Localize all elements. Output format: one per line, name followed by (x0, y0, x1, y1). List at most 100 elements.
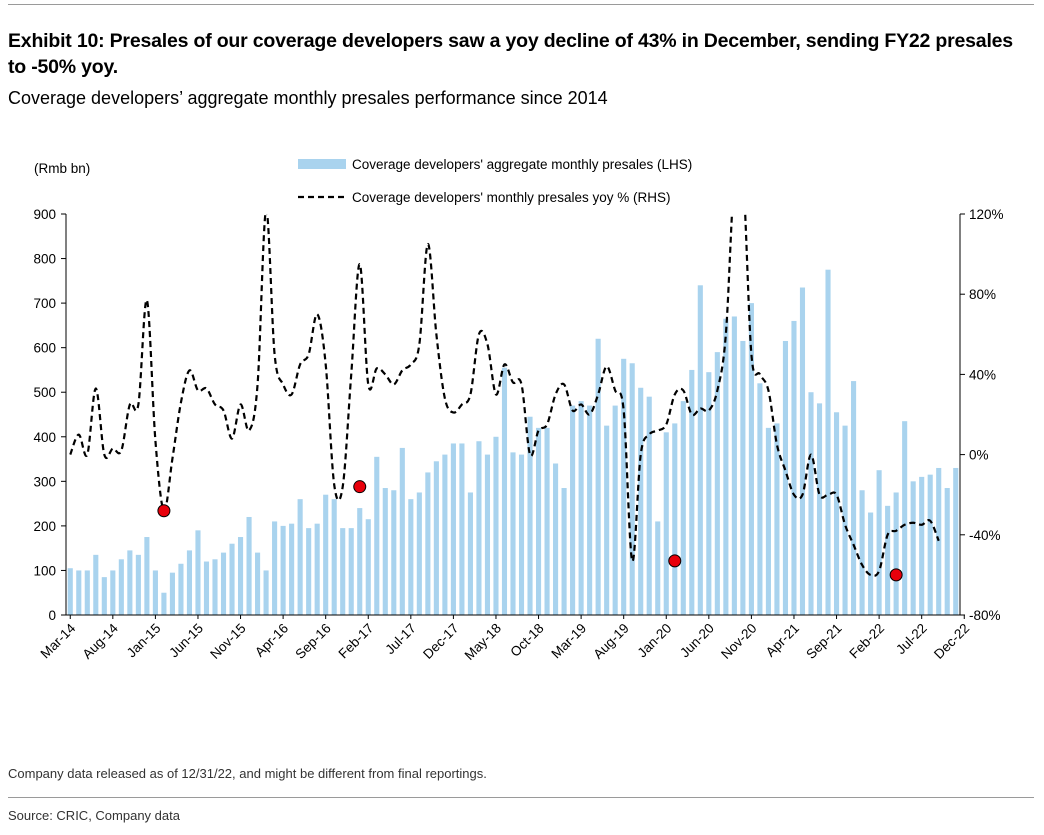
presales-bar (476, 441, 482, 615)
presales-bar (289, 523, 295, 615)
presales-bar (621, 358, 627, 615)
presales-bar (842, 425, 848, 615)
x-axis-tick-label: Jan-15 (124, 621, 164, 661)
presales-bar (723, 318, 729, 615)
x-axis-tick-label: Aug-19 (590, 621, 631, 662)
presales-bar (655, 521, 661, 615)
presales-bar (885, 505, 891, 615)
presales-bar (876, 470, 882, 615)
presales-bar (544, 427, 550, 615)
presales-bar (255, 552, 261, 615)
presales-bar (927, 474, 933, 615)
yoy-line (69, 214, 940, 577)
presales-bar (178, 563, 184, 615)
presales-bar (195, 530, 201, 615)
x-axis-tick-label: Feb-22 (846, 621, 887, 662)
presales-bar (135, 554, 141, 615)
presales-bar (84, 570, 90, 615)
presales-bar (127, 550, 133, 615)
exhibit-subtitle: Coverage developers’ aggregate monthly p… (8, 88, 608, 108)
x-axis-tick-label: Sep-16 (292, 621, 333, 662)
presales-bar (629, 363, 635, 615)
x-axis-tick-label: Aug-14 (80, 620, 122, 662)
presales-bar (501, 367, 508, 615)
presales-bar (433, 461, 439, 615)
left-axis-tick-label: 900 (33, 207, 56, 222)
presales-bar (408, 499, 414, 615)
source-rule (8, 797, 1034, 798)
presales-bar (919, 476, 925, 615)
presales-bar (740, 340, 746, 615)
top-rule (8, 4, 1034, 5)
presales-bar (774, 423, 780, 615)
left-axis-tick-label: 800 (33, 252, 56, 267)
bar-series (67, 269, 959, 615)
presales-bar (604, 425, 610, 615)
presales-bar (220, 552, 227, 615)
presales-bar (782, 340, 789, 615)
presales-bar (186, 550, 193, 615)
presales-bar (587, 405, 593, 615)
presales-bar (340, 528, 346, 615)
presales-bar (323, 494, 329, 615)
presales-bar (365, 519, 371, 615)
presales-bar (953, 467, 959, 615)
footnote: Company data released as of 12/31/22, an… (8, 766, 487, 781)
right-axis-tick-label: 40% (969, 367, 996, 382)
x-axis-tick-label: Apr-21 (763, 621, 802, 660)
presales-bar (169, 572, 175, 615)
right-axis-tick-label: -80% (969, 608, 1001, 623)
presales-bar (936, 467, 942, 615)
presales-bar (527, 416, 533, 615)
presales-bar (706, 372, 712, 615)
presales-bar (553, 463, 559, 615)
x-axis-tick-label: Feb-17 (336, 621, 377, 662)
presales-bar (493, 436, 499, 615)
presales-bar (237, 537, 244, 615)
presales-bar (118, 559, 124, 615)
presales-bar (272, 521, 278, 615)
x-axis-tick-label: Nov-15 (207, 621, 248, 662)
presales-bar (518, 454, 525, 615)
x-axis-tick-label: Sep-21 (803, 621, 844, 662)
presales-bar (152, 570, 158, 615)
presales-bar (297, 499, 303, 615)
right-axis-tick-label: -40% (969, 528, 1001, 543)
left-axis-tick-label: 700 (33, 296, 56, 311)
presales-bar (280, 525, 286, 615)
x-axis-tick-label: Apr-16 (252, 621, 291, 660)
yoy-highlight-marker (157, 504, 171, 518)
presales-bar (714, 352, 720, 615)
left-unit-label: (Rmb bn) (34, 161, 90, 176)
axes (61, 213, 965, 619)
presales-bar (910, 481, 916, 615)
yoy-highlight-marker (889, 568, 903, 582)
presales-bar (416, 492, 422, 615)
presales-bar (672, 423, 678, 615)
presales-bar (535, 427, 542, 615)
presales-bar (484, 454, 491, 615)
presales-bar (331, 499, 337, 615)
presales-bar (791, 320, 797, 615)
source-note: Source: CRIC, Company data (8, 808, 180, 823)
left-axis-tick-label: 400 (33, 430, 56, 445)
left-axis-tick-label: 300 (33, 474, 56, 489)
presales-bar (161, 592, 167, 615)
left-axis-tick-label: 600 (33, 341, 56, 356)
line-series-layer (69, 214, 940, 582)
left-axis-tick-label: 500 (33, 385, 56, 400)
presales-bar (93, 554, 99, 615)
right-axis-tick-label: 0% (969, 448, 989, 463)
presales-bar (348, 528, 354, 615)
presales-bar (382, 488, 388, 615)
presales-bar (868, 512, 874, 615)
presales-bar (578, 401, 584, 615)
x-axis-tick-label: Jun-20 (677, 621, 717, 661)
presales-bar (357, 508, 363, 615)
presales-bar (638, 387, 644, 615)
x-axis-tick-label: Nov-20 (718, 621, 759, 662)
presales-bar (799, 287, 806, 615)
x-axis-tick-label: Jul-17 (382, 621, 419, 658)
presales-bar (808, 392, 814, 615)
presales-bar (748, 303, 754, 615)
